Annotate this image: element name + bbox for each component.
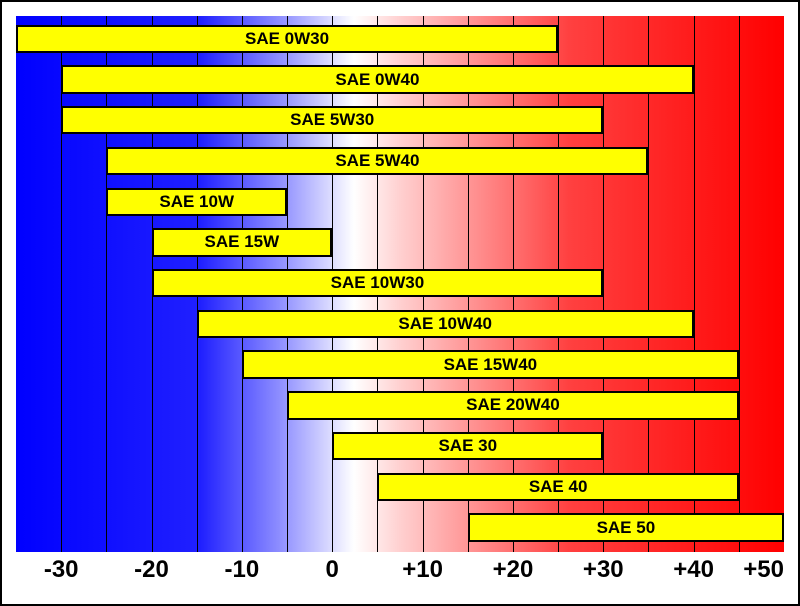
- oil-grade-label: SAE 0W30: [245, 29, 329, 49]
- oil-grade-label: SAE 40: [529, 477, 588, 497]
- oil-grade-label: SAE 15W: [205, 232, 280, 252]
- x-tick-label: -30: [44, 556, 79, 584]
- gridline: [603, 16, 604, 552]
- gridline: [739, 16, 740, 552]
- oil-grade-label: SAE 10W: [159, 192, 234, 212]
- oil-grade-bar: SAE 15W40: [242, 350, 739, 378]
- oil-grade-bar: SAE 50: [468, 513, 784, 541]
- oil-grade-bar: SAE 30: [332, 432, 603, 460]
- x-tick-label: +10: [402, 556, 443, 584]
- chart-frame: SAE 0W30 SAE 0W40 SAE 5W30 SAE 5W40 SAE 10W S…: [0, 0, 800, 606]
- oil-grade-label: SAE 20W40: [466, 395, 560, 415]
- oil-grade-bar: SAE 0W30: [16, 25, 558, 53]
- oil-grade-bar: SAE 40: [377, 473, 738, 501]
- plot-area-wrap: SAE 0W30 SAE 0W40 SAE 5W30 SAE 5W40 SAE 10W S…: [16, 16, 784, 552]
- oil-grade-bar: SAE 10W30: [152, 269, 604, 297]
- x-tick-label: +40: [673, 556, 714, 584]
- oil-grade-bar: SAE 20W40: [287, 391, 739, 419]
- oil-grade-label: SAE 0W40: [335, 70, 419, 90]
- oil-grade-bar: SAE 10W: [106, 188, 287, 216]
- x-tick-label: -20: [134, 556, 169, 584]
- oil-grade-bar: SAE 5W30: [61, 106, 603, 134]
- plot-area: SAE 0W30 SAE 0W40 SAE 5W30 SAE 5W40 SAE 10W S…: [16, 16, 784, 552]
- x-tick-label: +30: [583, 556, 624, 584]
- oil-grade-bar: SAE 0W40: [61, 65, 693, 93]
- oil-grade-label: SAE 5W40: [335, 151, 419, 171]
- gridline: [648, 16, 649, 552]
- gridline: [694, 16, 695, 552]
- gridline: [61, 16, 62, 552]
- oil-grade-label: SAE 15W40: [444, 355, 538, 375]
- oil-grade-label: SAE 50: [597, 518, 656, 538]
- x-tick-label: 0: [326, 556, 339, 584]
- x-tick-label: +20: [493, 556, 534, 584]
- oil-grade-bar: SAE 15W: [152, 228, 333, 256]
- oil-grade-label: SAE 5W30: [290, 110, 374, 130]
- gridline: [106, 16, 107, 552]
- oil-grade-bar: SAE 5W40: [106, 147, 648, 175]
- oil-grade-label: SAE 10W30: [331, 273, 425, 293]
- oil-grade-label: SAE 10W40: [398, 314, 492, 334]
- oil-grade-bar: SAE 10W40: [197, 310, 694, 338]
- oil-grade-label: SAE 30: [438, 436, 497, 456]
- x-tick-label: +50: [743, 556, 784, 584]
- x-tick-label: -10: [225, 556, 260, 584]
- x-axis: -30 -20 -10 0 +10 +20 +30 +40 +50: [16, 552, 784, 594]
